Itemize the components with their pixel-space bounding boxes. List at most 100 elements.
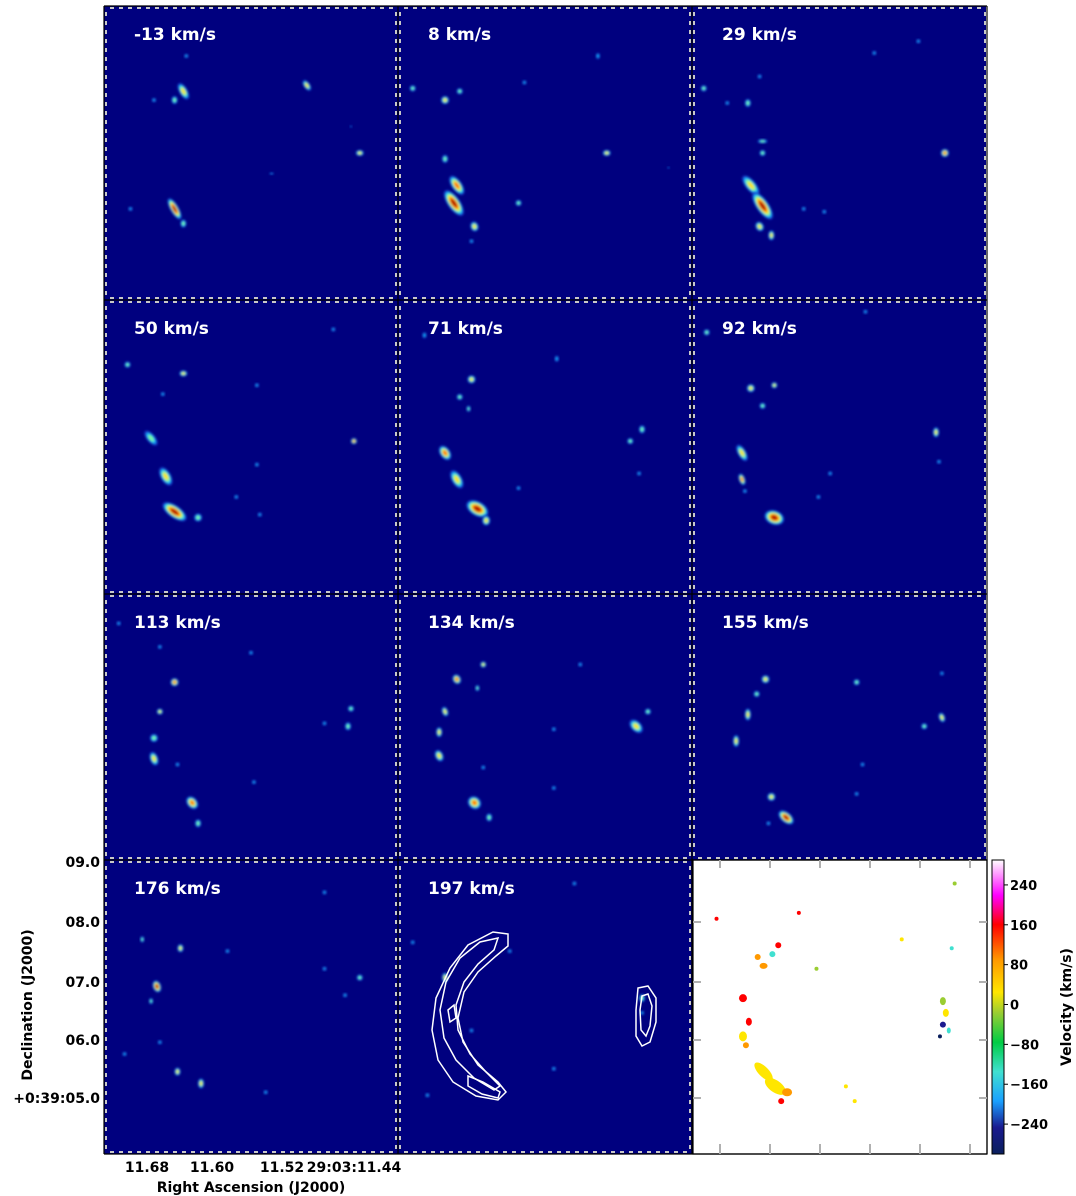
velocity-feature <box>738 1031 747 1042</box>
channel-velocity-label: 197 km/s <box>428 879 515 899</box>
y-tick-label: 07.0 <box>65 975 100 991</box>
velocity-feature <box>782 1088 793 1097</box>
x-axis-label: Right Ascension (J2000) <box>157 1180 346 1196</box>
emission-feature <box>482 515 491 526</box>
emission-feature <box>347 705 354 712</box>
velocity-feature <box>778 1098 785 1105</box>
emission-feature <box>766 821 771 826</box>
channel-panel: 8 km/s <box>398 6 692 300</box>
emission-feature <box>744 99 751 108</box>
emission-feature <box>345 722 352 731</box>
emission-feature <box>355 150 364 156</box>
emission-feature <box>736 444 748 461</box>
emission-feature <box>174 1067 181 1076</box>
emission-feature <box>759 402 766 409</box>
emission-feature <box>939 671 944 676</box>
emission-feature <box>764 510 785 525</box>
emission-feature <box>162 502 187 522</box>
velocity-feature <box>742 1042 749 1049</box>
emission-feature <box>179 370 188 377</box>
y-tick-label: 09.0 <box>65 855 100 871</box>
emission-feature <box>742 175 760 196</box>
velocity-feature <box>942 1008 949 1017</box>
emission-feature <box>921 723 928 730</box>
emission-feature <box>595 52 600 59</box>
emission-feature <box>933 427 940 438</box>
emission-feature <box>916 39 921 44</box>
emission-feature <box>738 473 746 486</box>
emission-feature <box>816 494 821 499</box>
emission-feature <box>854 791 859 796</box>
emission-feature <box>124 361 131 368</box>
colorbar-tick-label: 0 <box>1010 999 1019 1014</box>
channel-panel: 134 km/s <box>398 594 692 888</box>
emission-feature <box>122 1052 127 1057</box>
velocity-feature <box>714 916 719 921</box>
panel-background <box>104 860 398 1154</box>
channel-panel: 176 km/s <box>104 860 398 1154</box>
emission-feature <box>572 881 577 886</box>
velocity-feature <box>745 1017 752 1026</box>
emission-feature <box>160 392 165 397</box>
emission-feature <box>234 494 239 499</box>
emission-feature <box>195 819 202 828</box>
contour-east-outer <box>635 985 657 1047</box>
velocity-map-ticks <box>693 860 987 1154</box>
emission-feature <box>753 690 760 697</box>
emission-feature <box>602 150 611 156</box>
emission-feature <box>551 1066 556 1071</box>
emission-feature <box>771 382 778 389</box>
emission-feature <box>938 712 946 723</box>
emission-feature <box>551 786 556 791</box>
channel-panel: 92 km/s <box>692 300 986 594</box>
channel-panel: -13 km/s <box>104 6 398 300</box>
velocity-feature <box>738 994 747 1003</box>
emission-feature <box>171 96 178 105</box>
emission-feature <box>186 796 199 809</box>
emission-feature <box>637 471 642 476</box>
emission-feature <box>149 998 154 1005</box>
velocity-feature <box>939 997 946 1006</box>
velocity-feature <box>946 1027 951 1034</box>
channel-panel: 71 km/s <box>398 300 692 594</box>
emission-feature <box>507 949 512 954</box>
emission-feature <box>149 734 158 743</box>
emission-feature <box>703 329 710 336</box>
emission-feature <box>175 762 180 767</box>
emission-feature <box>438 445 452 461</box>
panel-background <box>692 6 986 300</box>
emission-feature <box>343 993 348 998</box>
minor-ticks <box>105 7 986 1153</box>
emission-feature <box>767 792 776 801</box>
velocity-feature <box>852 1099 857 1104</box>
channel-panel: 197 km/s <box>398 860 692 1154</box>
velocity-feature <box>949 946 954 951</box>
channel-velocity-label: -13 km/s <box>134 25 216 45</box>
emission-feature <box>128 206 133 211</box>
emission-feature <box>249 650 253 655</box>
contour-core-south <box>467 1074 501 1099</box>
channel-panel: 50 km/s <box>104 300 398 594</box>
panel-background <box>692 594 986 888</box>
velocity-feature <box>769 951 776 958</box>
channel-velocity-label: 134 km/s <box>428 613 515 633</box>
y-tick-label: 06.0 <box>65 1033 100 1049</box>
emission-feature <box>140 936 145 943</box>
velocity-feature <box>939 1021 946 1028</box>
emission-feature <box>466 405 471 412</box>
channel-velocity-label: 113 km/s <box>134 613 221 633</box>
emission-feature <box>725 101 730 106</box>
emission-feature <box>456 394 463 401</box>
colorbar-tick-label: −240 <box>1010 1118 1048 1133</box>
panel-background <box>398 594 692 888</box>
x-tick-label: 29:03:11.44 <box>307 1160 402 1176</box>
emission-feature <box>149 751 159 766</box>
emission-feature <box>170 678 179 687</box>
emission-feature <box>481 765 486 770</box>
emission-feature <box>516 486 521 491</box>
emission-feature <box>640 1010 645 1015</box>
emission-feature <box>157 1040 162 1045</box>
x-tick-label: 11.68 <box>125 1160 169 1176</box>
panel-grid <box>103 5 988 1155</box>
velocity-feature <box>754 954 761 961</box>
